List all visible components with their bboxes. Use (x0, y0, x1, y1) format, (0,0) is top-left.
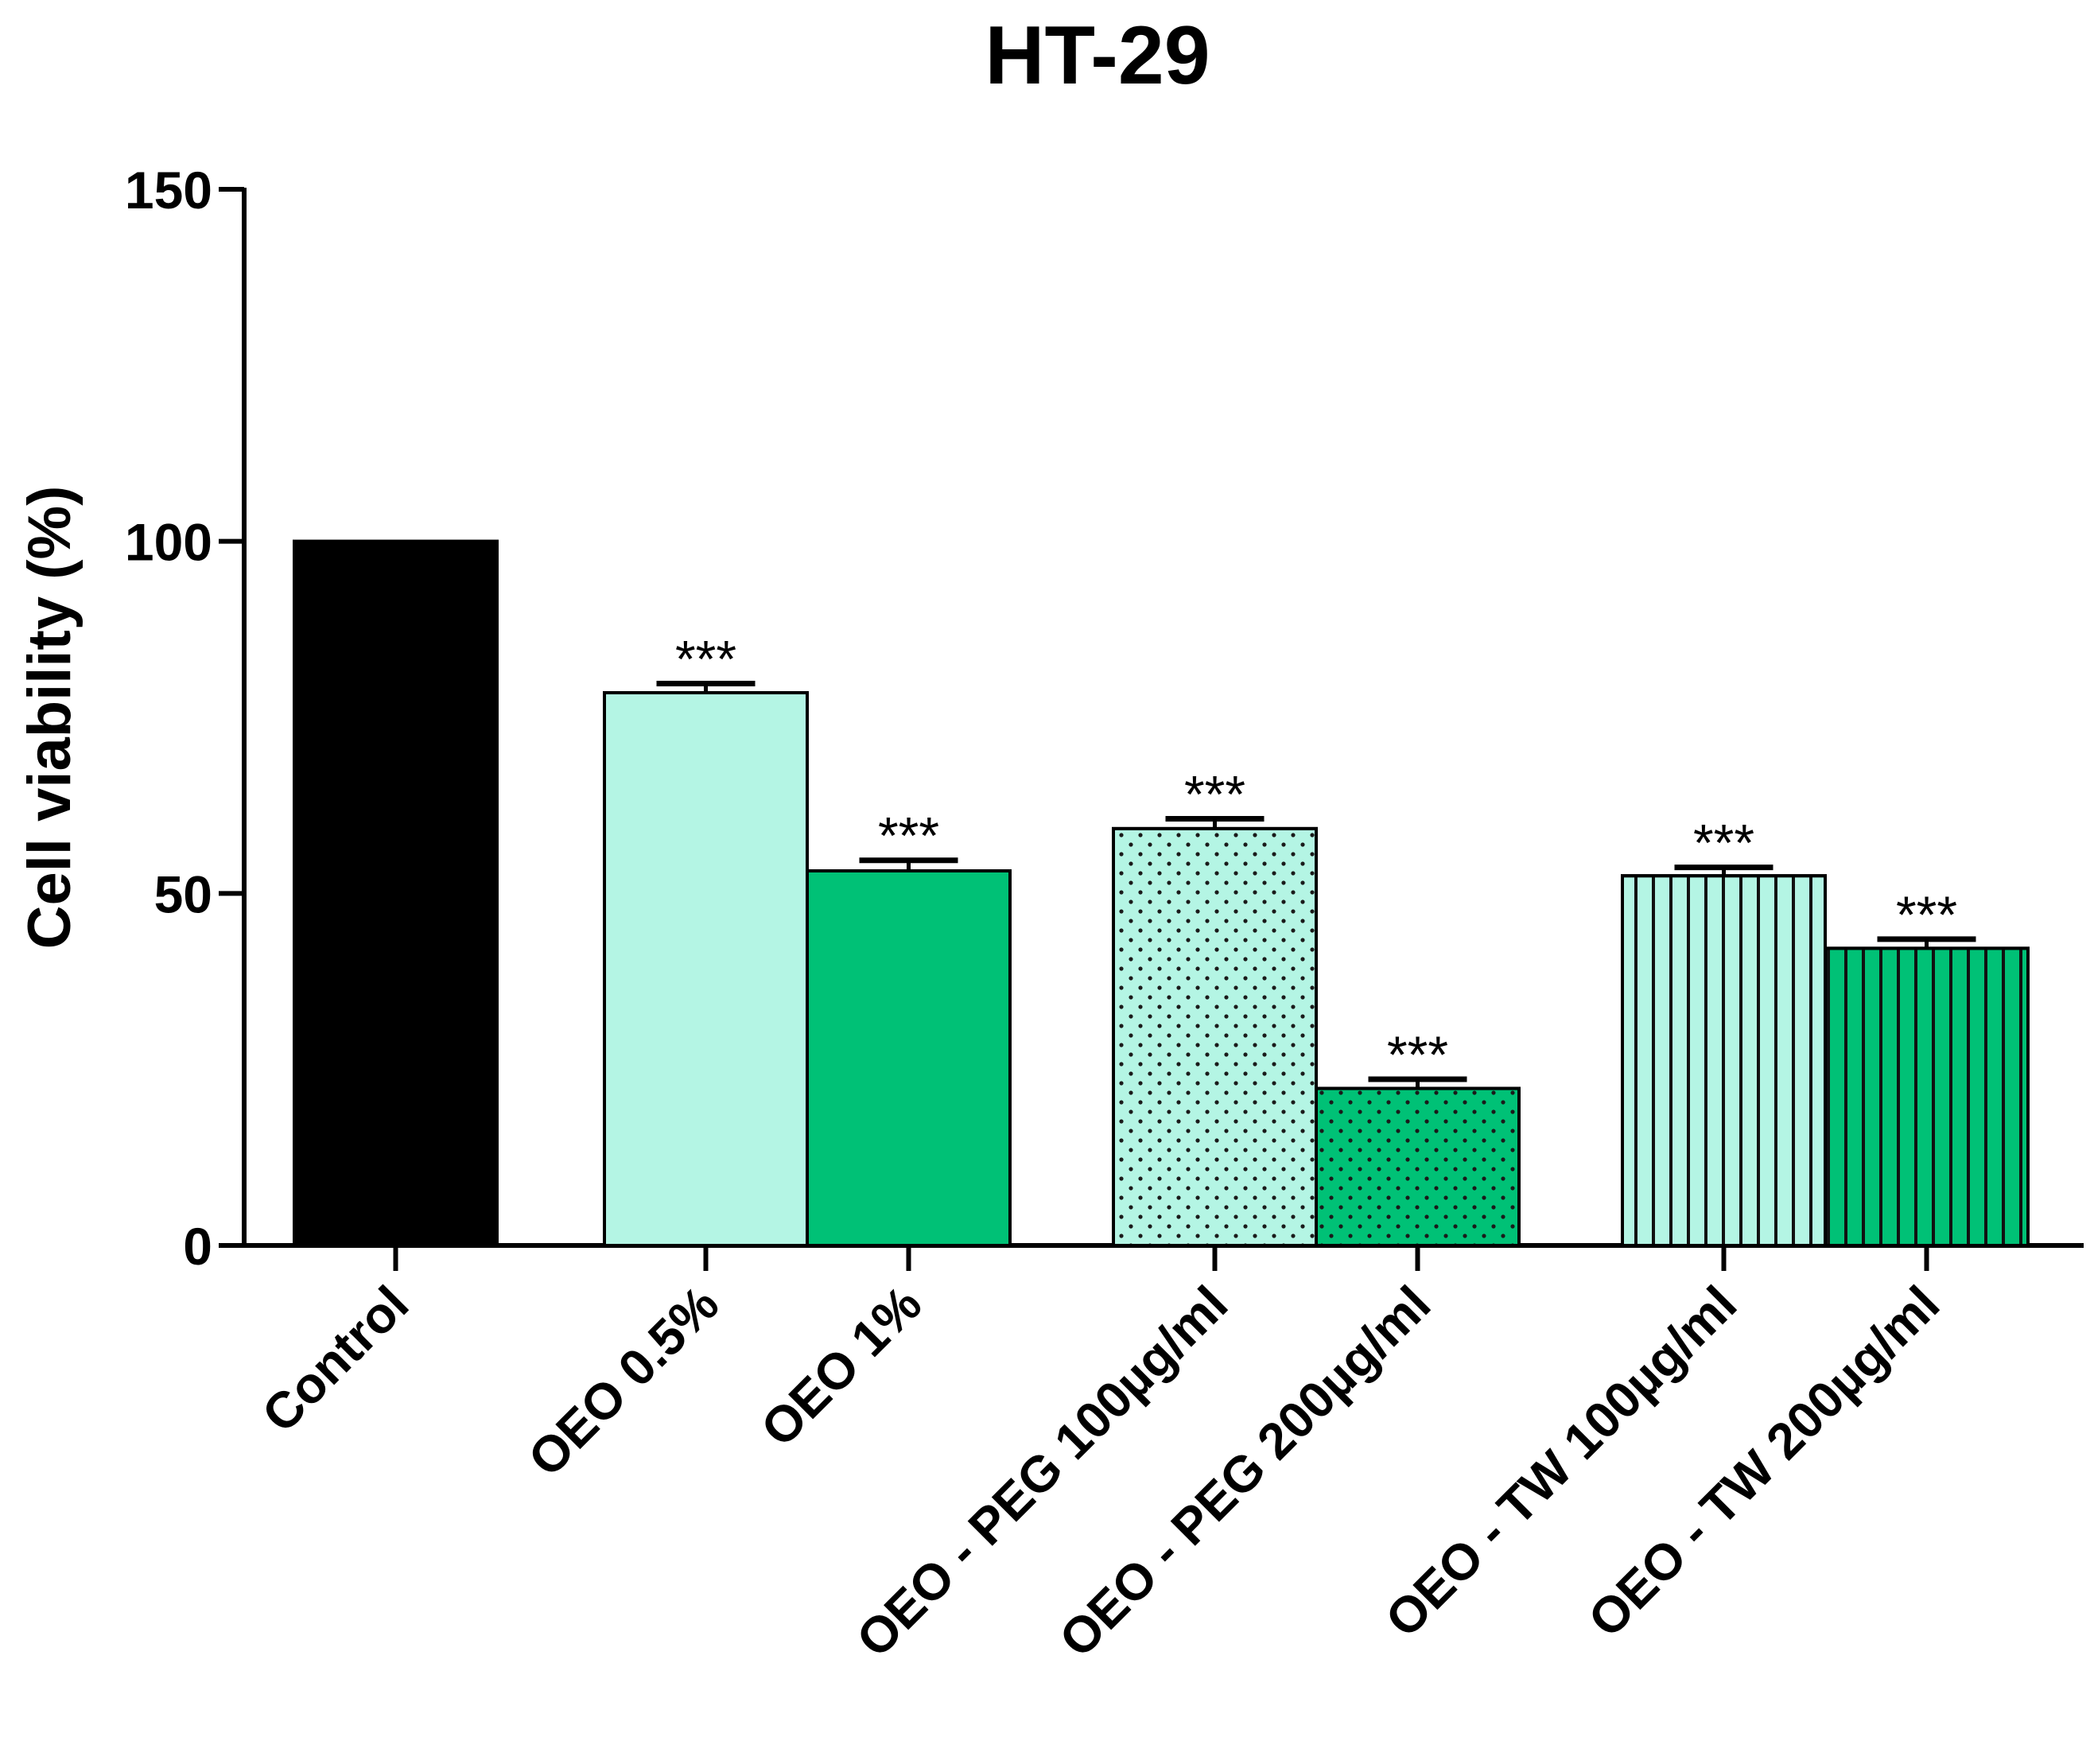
significance-label: *** (1693, 814, 1754, 872)
bar (293, 539, 499, 1247)
plot-area: 0 50 100 150 Control *** OEO 0.5% *** OEO 1% *** O… (125, 161, 2084, 1668)
y-tick-label: 50 (154, 865, 212, 923)
bar (806, 869, 1012, 1248)
bar-pattern-lines (1825, 948, 2028, 1245)
x-tick-label: OEO 0.5% (517, 1275, 729, 1487)
x-tick-label: OEO - TW 100µg/ml (1374, 1275, 1747, 1648)
significance-label: *** (1896, 885, 1957, 944)
y-tick-label: 150 (125, 161, 212, 220)
bar (603, 691, 809, 1247)
bar-pattern-dots (1113, 828, 1316, 1245)
x-tick-label: OEO - TW 200µg/ml (1577, 1275, 1950, 1648)
bar-pattern-lines (1622, 876, 1825, 1245)
significance-label: *** (1184, 764, 1245, 823)
y-tick-label: 100 (125, 513, 212, 572)
significance-label: *** (878, 806, 939, 865)
y-axis-label: Cell viability (%) (16, 486, 84, 950)
bar-pattern-dots (1316, 1088, 1519, 1245)
y-tick-label: 0 (183, 1217, 212, 1276)
significance-label: *** (675, 630, 736, 689)
significance-label: *** (1387, 1025, 1448, 1084)
chart-title: HT-29 (985, 10, 1210, 102)
x-tick-label: OEO 1% (750, 1275, 932, 1457)
x-tick-label: Control (251, 1275, 420, 1443)
